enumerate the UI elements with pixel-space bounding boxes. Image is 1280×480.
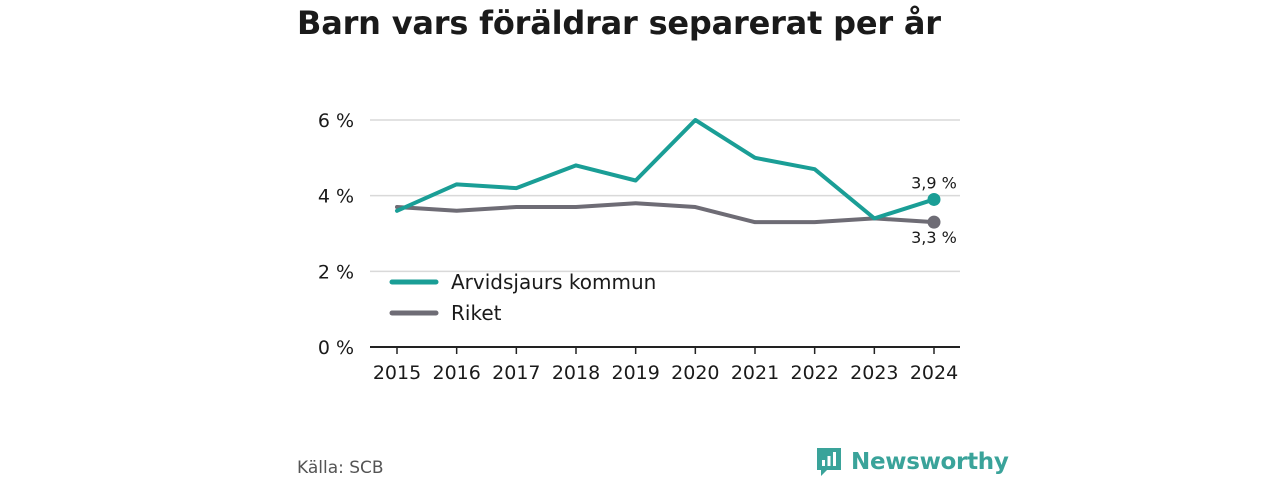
- y-tick-label: 4 %: [318, 186, 354, 208]
- brand-logo: Newsworthy: [815, 446, 1009, 478]
- series-line-riket: [395, 201, 936, 225]
- end-point: [927, 192, 941, 206]
- brand-name: Newsworthy: [851, 449, 1009, 475]
- grid-lines: [370, 119, 960, 273]
- x-tick-label: 2018: [552, 362, 600, 384]
- x-tick-label: 2022: [790, 362, 838, 384]
- legend-label: Arvidsjaurs kommun: [451, 270, 656, 294]
- end-point: [927, 215, 941, 229]
- chart-title: Barn vars föräldrar separerat per år: [297, 4, 941, 42]
- newsworthy-logo-icon: [817, 448, 841, 476]
- x-tick-label: 2019: [611, 362, 659, 384]
- series-lines: 3,9 % 3,3 %: [395, 118, 957, 247]
- data-label: 3,3 %: [911, 228, 957, 247]
- legend-label: Riket: [451, 301, 502, 325]
- x-axis: 2015 2016 2017 2018 2019 2020 2021 2022 2023 2024: [370, 346, 960, 384]
- series-line-arvidsjaur: [395, 118, 936, 221]
- x-tick-label: 2024: [910, 362, 958, 384]
- x-tick-label: 2015: [373, 362, 421, 384]
- x-tick-label: 2016: [432, 362, 480, 384]
- x-tick-label: 2023: [850, 362, 898, 384]
- x-tick-label: 2017: [492, 362, 540, 384]
- source-note: Källa: SCB: [297, 458, 384, 478]
- x-tick-label: 2020: [671, 362, 719, 384]
- data-label: 3,9 %: [911, 173, 957, 192]
- y-tick-label: 0 %: [318, 337, 354, 359]
- legend: Arvidsjaurs kommun Riket: [389, 270, 656, 325]
- x-tick-label: 2021: [731, 362, 779, 384]
- line-chart: 0 % 2 % 4 % 6 % 2015 2016 2017 2018 2019 2020 202…: [318, 110, 960, 384]
- y-axis-ticks: 0 % 2 % 4 % 6 %: [318, 110, 354, 359]
- y-tick-label: 6 %: [318, 110, 354, 132]
- y-tick-label: 2 %: [318, 261, 354, 283]
